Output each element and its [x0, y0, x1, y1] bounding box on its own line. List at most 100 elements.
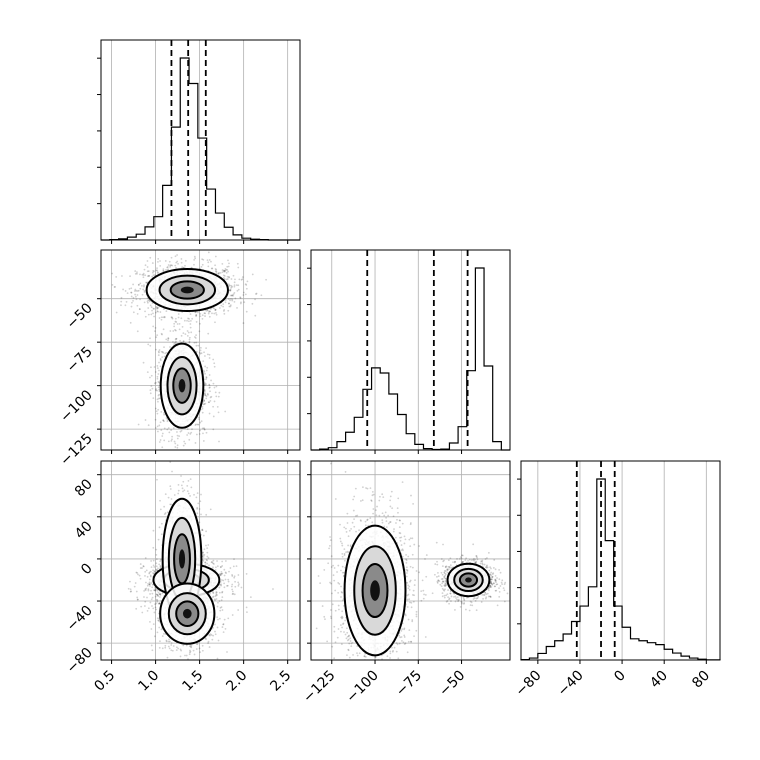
sample-point	[162, 269, 165, 272]
sample-point	[188, 340, 191, 343]
sample-point	[235, 565, 238, 568]
sample-point	[205, 638, 207, 641]
sample-point	[221, 565, 224, 567]
sample-point	[215, 270, 218, 273]
sample-point	[205, 383, 208, 385]
sample-point	[244, 293, 247, 296]
sample-point	[149, 392, 152, 395]
sample-point	[170, 498, 173, 500]
sample-point	[195, 496, 198, 499]
sample-point	[208, 386, 211, 389]
sample-point	[213, 307, 216, 310]
sample-point	[174, 320, 177, 323]
sample-point	[183, 440, 186, 443]
sample-point	[203, 389, 206, 392]
sample-point	[176, 323, 179, 325]
sample-point	[176, 431, 178, 433]
sample-point	[220, 304, 223, 307]
sample-point	[188, 438, 191, 441]
sample-point	[153, 330, 156, 333]
sample-point	[132, 311, 135, 314]
sample-point	[163, 420, 165, 423]
sample-point	[214, 321, 216, 324]
sample-point	[155, 598, 158, 601]
sample-point	[115, 311, 118, 314]
sample-point	[190, 486, 193, 489]
sample-point	[156, 307, 159, 310]
sample-point	[223, 270, 225, 272]
sample-point	[182, 490, 184, 493]
sample-point	[205, 431, 208, 434]
sample-point	[188, 338, 191, 341]
sample-point	[229, 294, 232, 297]
sample-point	[185, 654, 188, 657]
sample-point	[213, 365, 216, 368]
sample-point	[146, 371, 149, 374]
sample-point	[211, 451, 213, 453]
sample-point	[233, 575, 236, 578]
sample-point	[134, 270, 137, 272]
sample-point	[214, 623, 216, 626]
sample-point	[230, 585, 233, 588]
sample-point	[204, 561, 207, 564]
sample-point	[169, 265, 172, 268]
sample-point	[212, 592, 215, 594]
sample-point	[158, 393, 161, 396]
sample-point	[176, 260, 179, 263]
sample-point	[134, 288, 137, 291]
sample-point	[171, 438, 173, 441]
sample-point	[237, 609, 240, 611]
sample-point	[176, 444, 179, 447]
sample-point	[139, 273, 141, 276]
sample-point	[207, 556, 210, 559]
sample-point	[207, 261, 210, 264]
sample-point	[165, 269, 167, 271]
sample-point	[154, 371, 157, 373]
sample-point	[148, 572, 151, 575]
sample-point	[160, 429, 163, 431]
sample-point	[155, 558, 158, 561]
sample-point	[212, 559, 215, 562]
sample-point	[214, 255, 217, 258]
sample-point	[166, 428, 169, 431]
sample-point	[144, 575, 146, 577]
sample-point	[149, 601, 152, 604]
sample-point	[134, 582, 137, 584]
panel-p0-p1: −125−100−75−50	[57, 249, 301, 469]
sample-point	[206, 562, 209, 565]
sample-point	[172, 330, 175, 332]
sample-point	[199, 312, 202, 315]
sample-point	[227, 578, 230, 581]
sample-point	[204, 384, 206, 386]
sample-point	[159, 593, 161, 595]
sample-point	[134, 272, 137, 275]
sample-point	[194, 311, 197, 314]
sample-point	[150, 628, 153, 630]
sample-point	[145, 281, 147, 284]
sample-point	[159, 640, 161, 643]
sample-point	[159, 564, 162, 567]
sample-point	[211, 596, 214, 599]
sample-point	[157, 567, 159, 570]
sample-point	[231, 573, 233, 576]
sample-point	[144, 419, 147, 421]
sample-point	[146, 575, 149, 578]
sample-point	[155, 410, 158, 413]
sample-point	[137, 289, 140, 292]
sample-point	[175, 337, 178, 340]
sample-point	[214, 308, 217, 311]
sample-point	[137, 283, 140, 286]
sample-point	[152, 529, 155, 532]
sample-point	[218, 573, 221, 576]
sample-point	[115, 276, 118, 278]
sample-point	[169, 503, 172, 506]
sample-point	[202, 369, 205, 372]
sample-point	[254, 298, 256, 301]
sample-point	[139, 563, 142, 565]
sample-point	[195, 314, 198, 316]
sample-point	[211, 267, 214, 270]
sample-point	[212, 595, 215, 598]
sample-point	[153, 589, 156, 592]
sample-point	[195, 433, 198, 436]
sample-point	[207, 642, 209, 644]
